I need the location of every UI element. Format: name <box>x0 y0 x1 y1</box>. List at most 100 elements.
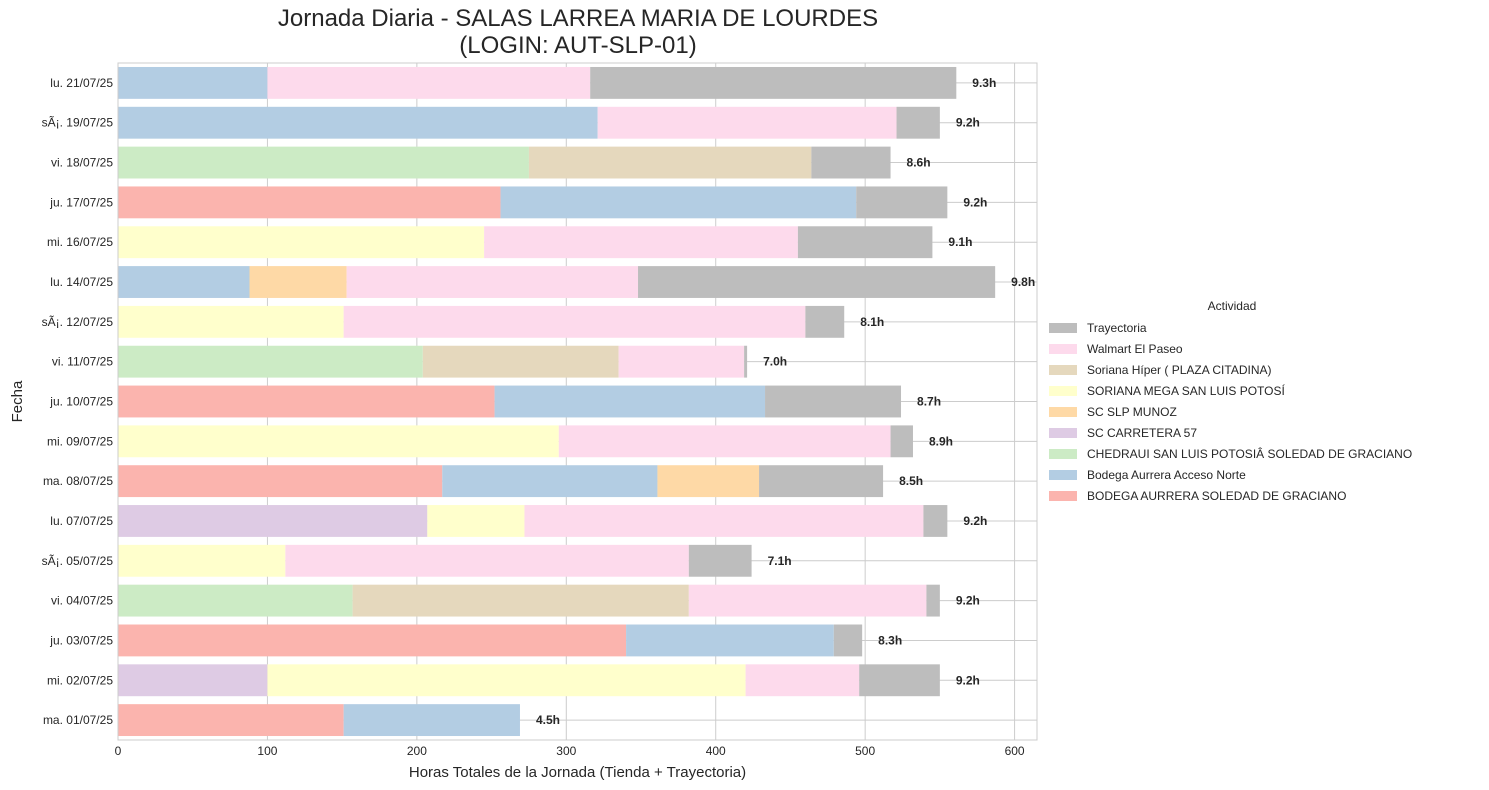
x-axis-label: Horas Totales de la Jornada (Tienda + Tr… <box>409 764 746 781</box>
bar-segment <box>118 544 286 577</box>
bar-segment <box>856 186 948 219</box>
bar-segment <box>597 106 897 139</box>
legend-item: SC CARRETERA 57 <box>1049 422 1487 443</box>
y-tick-label: ju. 10/07/25 <box>49 395 113 409</box>
plot-area-frame <box>117 62 1038 741</box>
bar-segment <box>118 505 428 537</box>
bar-segment <box>926 584 940 617</box>
legend-swatch <box>1049 364 1077 375</box>
x-tick-label: 0 <box>115 744 122 758</box>
legend-item: Trayectoria <box>1049 317 1487 338</box>
legend-swatch <box>1049 448 1077 459</box>
bar-total-label: 8.1h <box>860 315 884 329</box>
legend-label: SC SLP MUNOZ <box>1087 404 1177 419</box>
bar-segment <box>442 465 658 498</box>
bar-segment <box>744 345 748 378</box>
bar-segment <box>118 186 501 219</box>
x-tick-label: 200 <box>407 744 427 758</box>
bar-segment <box>688 544 752 577</box>
bar-segment <box>343 704 520 737</box>
legend-item: Bodega Aurrera Acceso Norte <box>1049 464 1487 485</box>
legend-item: BODEGA AURRERA SOLEDAD DE GRACIANO <box>1049 485 1487 506</box>
legend-swatch <box>1049 427 1077 438</box>
bar-segment <box>118 704 344 737</box>
y-tick-label: sÃ¡. 19/07/25 <box>42 116 114 130</box>
bar-segment <box>343 305 806 338</box>
legend-label: Trayectoria <box>1087 320 1147 335</box>
bar-segment <box>524 505 924 537</box>
bar-segment <box>494 385 766 418</box>
bar-segment <box>896 106 940 139</box>
legend-item: Soriana Híper ( PLAZA CITADINA) <box>1049 359 1487 380</box>
bar-segment <box>118 345 423 378</box>
bar-total-label: 7.1h <box>768 554 792 568</box>
bar-segment <box>352 584 689 617</box>
y-tick-label: vi. 04/07/25 <box>51 594 113 608</box>
bar-segment <box>528 146 812 179</box>
y-tick-label: mi. 09/07/25 <box>47 434 113 448</box>
y-tick-label: ma. 01/07/25 <box>43 713 113 727</box>
bar-total-label: 9.3h <box>972 76 996 90</box>
y-tick-label: sÃ¡. 12/07/25 <box>42 315 114 329</box>
legend-label: CHEDRAUI SAN LUIS POTOSIÂ SOLEDAD DE GRA… <box>1087 446 1413 461</box>
legend-swatch <box>1049 343 1077 354</box>
bar-segment <box>833 624 863 657</box>
bar-segment <box>759 465 884 498</box>
bar-total-label: 9.2h <box>963 514 987 528</box>
bar-total-label: 8.7h <box>917 395 941 409</box>
bar-segment <box>745 664 860 697</box>
bar-segment <box>118 106 598 139</box>
y-tick-label: ju. 03/07/25 <box>49 633 113 647</box>
data-labels: 9.3h 9.2h 8.6h 9.2h 9.1h 9.8h 8.1h 7.0h 8.7h 8.9h… <box>536 76 1035 727</box>
bar-segment <box>267 664 746 697</box>
x-tick-label: 400 <box>706 744 726 758</box>
bar-segment <box>558 425 891 458</box>
bar-segment <box>765 385 902 418</box>
legend-item: SC SLP MUNOZ <box>1049 401 1487 422</box>
bar-segment <box>626 624 834 657</box>
y-tick-label: lu. 07/07/25 <box>50 514 113 528</box>
bar-total-label: 9.2h <box>956 594 980 608</box>
x-tick-label: 100 <box>257 744 277 758</box>
legend-swatch <box>1049 406 1077 417</box>
legend-label: SORIANA MEGA SAN LUIS POTOSÍ <box>1087 383 1285 398</box>
bar-segment <box>923 505 948 537</box>
y-axis-label: Fecha <box>9 380 26 422</box>
bar-segment <box>118 425 559 458</box>
bar-segment <box>118 305 344 338</box>
bar-segment <box>285 544 689 577</box>
bar-segment <box>346 266 639 298</box>
bar-segment <box>118 385 495 418</box>
y-tick-label: sÃ¡. 05/07/25 <box>42 554 114 568</box>
y-tick-label: mi. 02/07/25 <box>47 673 113 687</box>
bar-segment <box>118 624 627 657</box>
bar-total-label: 8.6h <box>907 156 931 170</box>
y-tick-label: vi. 18/07/25 <box>51 156 113 170</box>
bar-segment <box>484 226 798 259</box>
bar-segment <box>118 266 250 298</box>
y-tick-label: lu. 21/07/25 <box>50 76 113 90</box>
legend-label: BODEGA AURRERA SOLEDAD DE GRACIANO <box>1087 488 1347 503</box>
bar-segment <box>267 66 591 99</box>
x-tick-label: 300 <box>556 744 576 758</box>
y-tick-label: vi. 11/07/25 <box>52 355 113 369</box>
legend-label: SC CARRETERA 57 <box>1087 425 1198 440</box>
bar-total-label: 8.5h <box>899 474 923 488</box>
legend-item: SORIANA MEGA SAN LUIS POTOSÍ <box>1049 380 1487 401</box>
bar-segment <box>657 465 760 498</box>
x-tick-label: 600 <box>1005 744 1025 758</box>
y-tick-label: lu. 14/07/25 <box>50 275 113 289</box>
bar-segment <box>805 305 845 338</box>
bar-total-label: 9.2h <box>956 116 980 130</box>
y-tick-label: ma. 08/07/25 <box>43 474 113 488</box>
bar-total-label: 4.5h <box>536 713 560 727</box>
bar-total-label: 9.8h <box>1011 275 1035 289</box>
bar-segment <box>118 465 443 498</box>
bar-segment <box>118 146 529 179</box>
y-tick-label: mi. 16/07/25 <box>47 235 113 249</box>
x-tick-label: 500 <box>855 744 875 758</box>
axis-tick-labels: 0 100 200 300 400 500 600 lu. 21/07/25 sÃ¡. 19/0… <box>42 76 1025 758</box>
bar-segment <box>118 584 353 617</box>
bar-layer <box>118 66 996 737</box>
